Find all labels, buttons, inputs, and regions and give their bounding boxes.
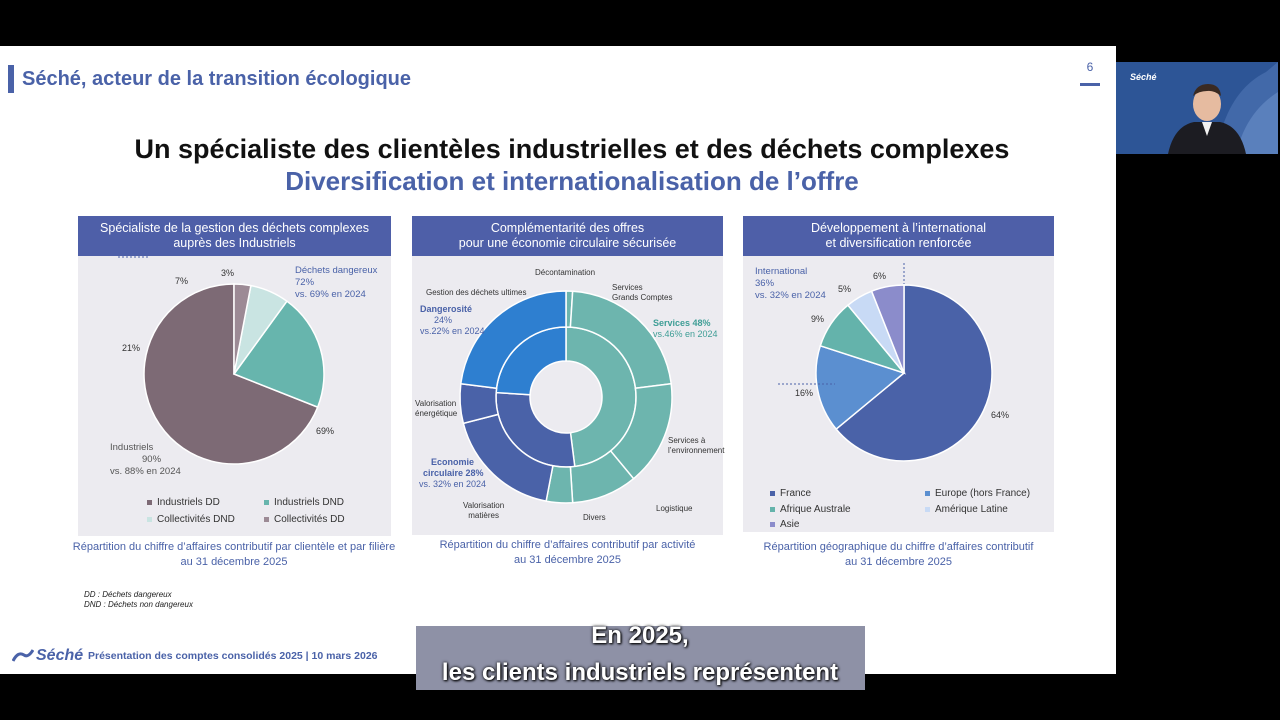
subtitle-line-1: En 2025, <box>591 622 689 649</box>
slide-header: Séché, acteur de la transition écologiqu… <box>22 68 411 90</box>
pie3-label-europe: 16% <box>795 388 814 398</box>
pie3-label-asie: 6% <box>873 271 887 281</box>
legend-swatch <box>264 500 269 505</box>
panel-2-caption: Répartition du chiffre d’affaires contri… <box>439 539 696 566</box>
page-number: 6 <box>1086 60 1094 74</box>
legend-swatch <box>770 507 775 512</box>
pie1-slice-industriels-dd <box>143 283 319 465</box>
webcam-feed: Séché <box>1116 62 1278 154</box>
pie1-label-collectivites-dnd: 7% <box>175 276 189 286</box>
legend-item-industriels-dnd: Industriels DND <box>264 497 344 508</box>
donut-label-logistique: Logistique <box>656 504 693 513</box>
panel-3-header: Développement à l’international et diver… <box>743 216 1054 256</box>
chart-clientele-pie <box>118 256 993 504</box>
webcam-logo: Séché <box>1130 72 1157 82</box>
legend-item-asie: Asie <box>770 519 799 530</box>
donut-label-gestion: Gestion des déchets ultimes <box>426 288 527 297</box>
callout-international: International 36% vs. 32% en 2024 <box>755 266 826 301</box>
legend-swatch <box>264 517 269 522</box>
legend-item-collectivites-dnd: Collectivités DND <box>147 514 235 525</box>
slide-subtitle: Diversification et internationalisation … <box>285 166 859 196</box>
panel-3-caption: Répartition géographique du chiffre d’af… <box>763 541 1034 568</box>
donut-label-divers: Divers <box>583 513 606 522</box>
pie3-label-afrique-australe: 9% <box>811 314 825 324</box>
panel-1-header-line-1: Spécialiste de la gestion des déchets co… <box>100 221 369 235</box>
presentation-slide: Séché, acteur de la transition écologiqu… <box>0 46 1116 674</box>
callout-industriels: Industriels 90% vs. 88% en 2024 <box>110 442 181 477</box>
pie3-label-amerique-latine: 5% <box>838 284 852 294</box>
callout-economie-circulaire: Economie circulaire 28% vs. 32% en 2024 <box>419 457 487 489</box>
panel-3-header-line-1: Développement à l’international <box>810 221 987 235</box>
donut-label-services-env: Services à l’environnement <box>668 436 725 455</box>
legend-item-collectivites-dd: Collectivités DD <box>264 514 345 525</box>
panel-2-header: Complémentarité des offres pour une écon… <box>412 216 723 256</box>
panel-1-header-line-2: auprès des Industriels <box>173 236 296 250</box>
legend-swatch <box>147 500 152 505</box>
seche-logo: Séché <box>12 647 83 665</box>
legend-item-amerique-latine: Amérique Latine <box>925 504 1008 515</box>
panel-1-header: Spécialiste de la gestion des déchets co… <box>78 216 391 256</box>
callout-dechets-dangereux: Déchets dangereux 72% vs. 69% en 2024 <box>295 265 378 300</box>
subtitle-line-2: les clients industriels représentent <box>441 659 839 686</box>
callout-services: Services 48% vs.46% en 2024 <box>653 318 718 339</box>
page-number-underline <box>1080 83 1100 86</box>
pie1-slice-collectivites-dd <box>233 283 252 375</box>
footnote-dd: DD : Déchets dangereux <box>84 590 172 599</box>
legend-swatch <box>770 491 775 496</box>
donut-outer-gestion-des-dechets-ultimes <box>459 290 567 390</box>
seche-wave-icon <box>12 649 34 662</box>
donut-label-valo-matieres: Valorisation matières <box>463 501 505 520</box>
legend-item-afrique-australe: Afrique Australe <box>770 504 851 515</box>
legend-swatch <box>770 522 775 527</box>
donut-label-decontamination: Décontamination <box>535 268 596 277</box>
footnote-dnd: DND : Déchets non dangereux <box>84 600 193 609</box>
pie3-slice-asie <box>870 284 905 374</box>
pie1-label-industriels-dnd: 21% <box>122 343 141 353</box>
callout-dangerosite: Dangerosité 24% vs.22% en 2024 <box>420 304 485 336</box>
presenter-video <box>1116 62 1278 154</box>
pie1-label-industriels-dd: 69% <box>316 426 335 436</box>
panel-1-caption: Répartition du chiffre d’affaires contri… <box>72 541 396 568</box>
donut-label-services-gc: Services Grands Comptes <box>612 283 673 302</box>
pie1-label-collectivites-dd: 3% <box>221 268 235 278</box>
legend-item-france: France <box>770 488 811 499</box>
panel-2-header-line-1: Complémentarité des offres <box>490 221 645 235</box>
panel-2-header-line-2: pour une économie circulaire sécurisée <box>458 236 677 250</box>
footer-text: Présentation des comptes consolidés 2025… <box>88 650 378 662</box>
panel-3-header-line-2: et diversification renforcée <box>825 236 972 250</box>
legend-item-europe: Europe (hors France) <box>925 488 1030 499</box>
pie3-slice-france <box>835 284 993 462</box>
legend-swatch <box>925 507 930 512</box>
header-accent-bar <box>8 65 14 93</box>
donut-label-valo-energetique: Valorisation énergétique <box>415 399 458 418</box>
pie1-slice-industriels-dnd <box>232 300 325 409</box>
subtitle-background <box>416 626 865 690</box>
legend-swatch <box>925 491 930 496</box>
legend-item-industriels-dd: Industriels DD <box>147 497 220 508</box>
slide-title: Un spécialiste des clientèles industriel… <box>134 134 1010 164</box>
legend-swatch <box>147 517 152 522</box>
pie3-label-france: 64% <box>991 410 1010 420</box>
